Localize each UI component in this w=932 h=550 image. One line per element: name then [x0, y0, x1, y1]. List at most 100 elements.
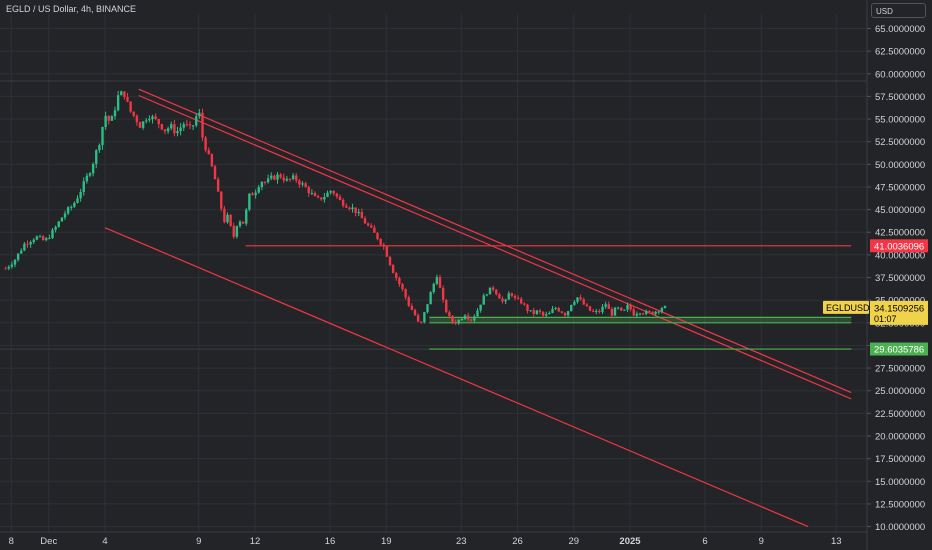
candle-body — [626, 304, 629, 310]
candle — [335, 192, 339, 199]
current-price-label-bg — [870, 300, 928, 325]
price-axis[interactable]: 65.0000000 62.5000000 60.0000000 57.5000000… — [866, 0, 932, 550]
candle-body — [541, 311, 545, 316]
candle-body — [173, 124, 176, 134]
candle-body — [166, 128, 170, 132]
candle — [598, 309, 601, 314]
candle — [635, 311, 639, 318]
y-tick-label: 42.5000000 — [875, 228, 925, 239]
candle-body — [85, 175, 89, 182]
channel-lower-line[interactable] — [104, 227, 809, 528]
candle-body — [248, 193, 251, 210]
candle — [48, 234, 51, 240]
candle — [310, 189, 314, 195]
candle-body — [585, 304, 589, 307]
candle — [657, 310, 660, 315]
candle — [329, 190, 332, 195]
candle-body — [226, 214, 229, 223]
candle — [554, 306, 557, 311]
candle-body — [470, 319, 473, 321]
candle-body — [95, 150, 98, 164]
candle — [491, 285, 495, 292]
candle — [498, 292, 501, 299]
price-axis-panel — [867, 0, 932, 550]
candle-body — [16, 253, 20, 260]
candle-body — [435, 277, 439, 284]
time-axis[interactable]: 8 Dec 4 9 12 16 19 23 26 29 2025 6 9 13 — [0, 531, 867, 547]
candle-body — [73, 202, 76, 207]
candle — [113, 106, 117, 120]
channel-upper-inner-line[interactable] — [138, 94, 852, 400]
candle-body — [423, 312, 426, 323]
candle — [166, 126, 170, 134]
candle-body — [310, 192, 314, 194]
price-labels: 41.0036096 29.6035786 EGLDUSD 34.150925601:… — [823, 239, 928, 356]
candle — [73, 201, 76, 208]
candle-body — [313, 192, 317, 197]
currency-selector[interactable]: USD — [871, 3, 926, 18]
candle-body — [329, 190, 332, 193]
candle-body — [351, 207, 354, 210]
candle — [210, 153, 214, 168]
channel-upper-outer-line[interactable] — [138, 88, 852, 394]
candle-body — [629, 304, 632, 310]
candle-body — [557, 307, 560, 312]
chart-title: EGLD / US Dollar, 4h, BINANCE — [6, 4, 137, 14]
candle-body — [129, 101, 132, 112]
candle-body — [441, 287, 445, 300]
candle-body — [404, 289, 407, 298]
x-tick-label: 6 — [702, 536, 707, 547]
candle-body — [210, 154, 214, 167]
candle-body — [260, 182, 264, 188]
candle-body — [154, 116, 157, 120]
candle-body — [126, 97, 129, 102]
candle — [279, 172, 282, 179]
candle — [32, 238, 35, 245]
candle — [385, 245, 389, 258]
candle-body — [182, 124, 185, 128]
candle-body — [213, 166, 217, 180]
drawn-lines[interactable] — [104, 88, 852, 528]
candle — [79, 188, 82, 202]
x-tick-label: 19 — [381, 536, 392, 547]
candle-body — [188, 124, 192, 126]
candle-body — [616, 307, 620, 309]
candle-body — [482, 295, 485, 305]
candle — [535, 309, 539, 315]
candle-body — [191, 125, 195, 127]
candle — [620, 307, 623, 312]
candle-body — [413, 309, 417, 316]
candle-body — [288, 178, 292, 180]
support-zone — [429, 317, 852, 323]
candle — [601, 304, 604, 315]
y-tick-label: 17.5000000 — [875, 454, 925, 465]
candle — [510, 292, 514, 298]
candle — [507, 291, 510, 300]
candle — [95, 149, 98, 169]
candle-body — [245, 209, 248, 224]
candle — [579, 294, 582, 301]
candle — [170, 121, 173, 131]
y-tick-label: 40.0000000 — [875, 250, 925, 261]
candle-body — [563, 312, 567, 316]
candle — [366, 222, 370, 227]
y-tick-label: 57.5000000 — [875, 92, 925, 103]
candle-body — [591, 310, 595, 312]
candle — [285, 175, 289, 182]
candle-body — [607, 304, 610, 309]
candle-body — [620, 307, 623, 311]
candle — [295, 173, 298, 183]
candle — [135, 114, 139, 126]
candle-body — [41, 236, 45, 241]
candle-body — [391, 265, 395, 274]
candle — [307, 185, 310, 197]
candle-body — [645, 311, 648, 314]
candle-body — [454, 321, 457, 324]
candle — [591, 308, 595, 313]
candle — [248, 193, 251, 212]
candle — [35, 235, 39, 241]
candle-body — [545, 314, 548, 316]
candle — [654, 310, 657, 316]
y-tick-label: 52.5000000 — [875, 137, 925, 148]
